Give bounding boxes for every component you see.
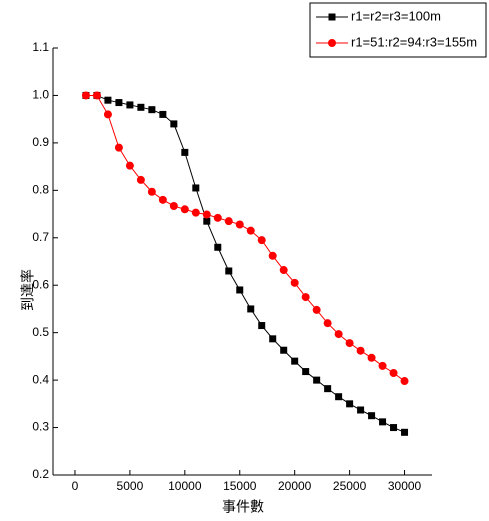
y-axis-label: 到達率: [20, 269, 36, 311]
marker: [334, 330, 343, 339]
marker: [104, 96, 112, 104]
marker: [224, 217, 233, 226]
marker: [269, 335, 277, 343]
marker: [115, 99, 123, 107]
marker: [203, 217, 211, 225]
marker: [323, 319, 332, 328]
y-tick-label: 0.2: [32, 467, 49, 481]
series-line: [85, 94, 405, 433]
x-tick-label: 0: [72, 479, 79, 493]
marker: [279, 266, 288, 275]
x-tick-label: 10000: [168, 479, 202, 493]
y-tick-label: 0.6: [32, 277, 49, 291]
marker: [235, 220, 244, 229]
marker: [125, 161, 134, 170]
marker: [291, 357, 299, 365]
marker: [328, 13, 336, 21]
marker: [390, 424, 398, 432]
marker: [159, 110, 167, 118]
marker: [147, 187, 156, 196]
marker: [158, 195, 167, 204]
marker: [357, 406, 365, 414]
x-axis-label: 事件數: [222, 499, 264, 515]
marker: [103, 110, 112, 119]
marker: [356, 346, 365, 355]
legend-box: [309, 2, 487, 58]
marker: [126, 101, 134, 109]
marker: [400, 377, 409, 386]
marker: [367, 353, 376, 362]
marker: [312, 305, 321, 314]
marker: [170, 120, 178, 128]
marker: [214, 243, 222, 251]
marker: [246, 226, 255, 235]
marker: [302, 368, 310, 376]
marker: [346, 400, 354, 408]
marker: [258, 322, 266, 330]
x-tick-label: 15000: [223, 479, 257, 493]
marker: [247, 305, 255, 313]
marker: [136, 175, 145, 184]
marker: [213, 213, 222, 222]
marker: [180, 205, 189, 214]
marker: [169, 201, 178, 210]
y-tick-label: 0.5: [32, 325, 49, 339]
y-tick-label: 0.7: [32, 230, 49, 244]
marker: [379, 418, 387, 426]
marker: [280, 346, 288, 354]
legend-label: r1=r2=r3=100m: [351, 8, 441, 23]
series-line: [85, 94, 405, 382]
marker: [257, 236, 266, 245]
marker: [192, 184, 200, 192]
marker: [191, 208, 200, 217]
marker: [225, 267, 233, 275]
x-tick-label: 30000: [388, 479, 422, 493]
marker: [81, 91, 90, 100]
marker: [202, 210, 211, 219]
marker: [181, 148, 189, 156]
marker: [313, 376, 321, 384]
marker: [114, 143, 123, 152]
x-tick-label: 5000: [117, 479, 144, 493]
marker: [148, 106, 156, 114]
legend-label: r1=51:r2=94:r3=155m: [351, 34, 477, 49]
marker: [236, 286, 244, 294]
marker: [92, 91, 101, 100]
marker: [401, 428, 409, 436]
y-tick-label: 0.4: [32, 372, 49, 386]
y-tick-label: 1.1: [32, 40, 49, 54]
marker: [268, 251, 277, 260]
marker: [389, 368, 398, 377]
legend: r1=r2=r3=100m r1=51:r2=94:r3=155m: [309, 2, 487, 58]
marker: [137, 103, 145, 111]
marker: [301, 293, 310, 302]
x-tick-label: 25000: [333, 479, 367, 493]
marker: [378, 361, 387, 370]
marker: [290, 278, 299, 287]
marker: [345, 339, 354, 348]
y-tick-label: 1.0: [32, 88, 49, 102]
marker: [335, 393, 343, 401]
x-tick-label: 20000: [278, 479, 312, 493]
marker: [328, 39, 336, 47]
marker: [368, 412, 376, 420]
y-tick-label: 0.8: [32, 183, 49, 197]
marker: [324, 385, 332, 393]
y-tick-label: 0.9: [32, 135, 49, 149]
y-tick-label: 0.3: [32, 420, 49, 434]
